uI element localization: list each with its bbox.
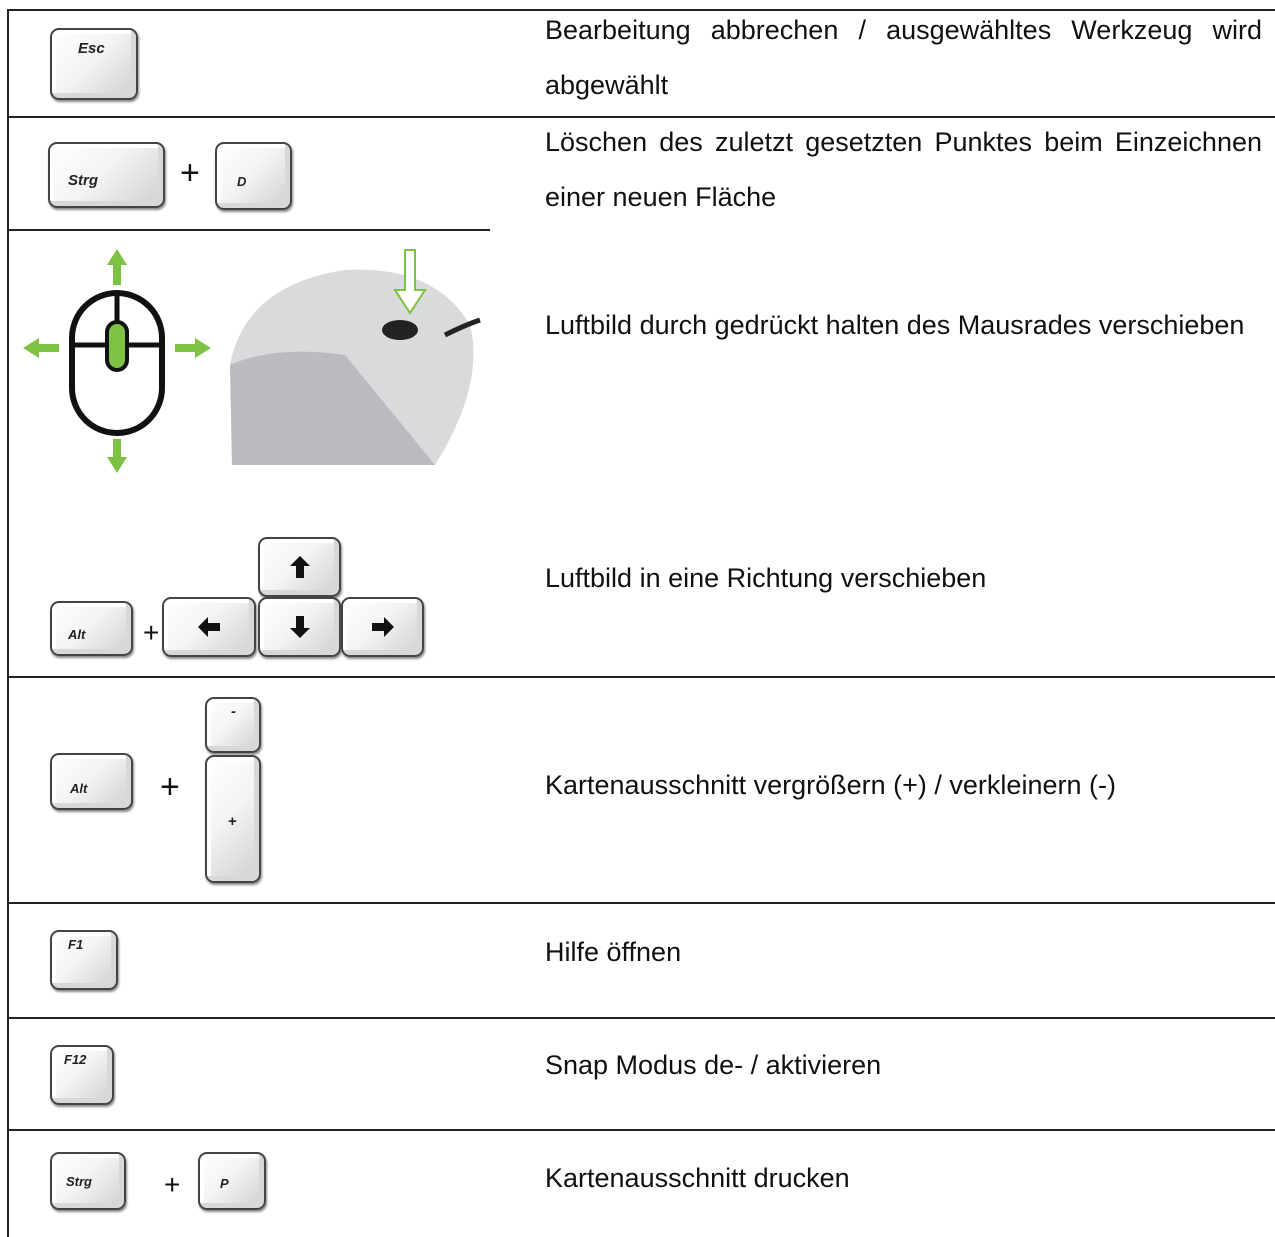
description: Luftbild durch gedrückt halten des Mausr… (545, 310, 1245, 340)
key-label: + (228, 813, 237, 830)
plus: + (143, 617, 160, 648)
description: Löschen des zuletzt gesetzten Punktes be… (545, 127, 1262, 212)
plus: + (180, 154, 200, 192)
arrow-key (341, 597, 424, 657)
key-label: Strg (68, 172, 98, 189)
key: Alt (50, 753, 133, 810)
description: Luftbild in eine Richtung verschieben (545, 563, 987, 593)
rule (8, 902, 1275, 904)
rule (8, 1129, 1275, 1131)
key: Strg (48, 142, 165, 208)
plus: + (164, 1169, 181, 1200)
arrow-key (162, 597, 256, 657)
mouse-illustration (23, 249, 481, 473)
key: F1 (50, 930, 118, 990)
description: Bearbeitung abbrechen / ausgewähltes Wer… (545, 15, 1262, 100)
description: Hilfe öffnen (545, 937, 682, 967)
key: F12 (50, 1045, 114, 1105)
key: Strg (50, 1152, 126, 1210)
key: Esc (50, 28, 138, 100)
key-label: F12 (64, 1052, 87, 1067)
key: + (205, 755, 261, 883)
key-label: Alt (70, 781, 88, 796)
key-label: - (231, 703, 236, 720)
key: Alt (50, 601, 133, 656)
description: Snap Modus de- / aktivieren (545, 1050, 882, 1080)
key-label: P (220, 1176, 229, 1191)
key-label: D (237, 174, 247, 189)
rule (8, 1017, 1275, 1019)
arrow-key (258, 597, 341, 657)
arrow-key (258, 537, 341, 597)
key: - (205, 697, 261, 753)
rule (8, 229, 490, 231)
key: P (198, 1152, 266, 1210)
key-label: F1 (68, 937, 84, 952)
plus: + (160, 768, 180, 806)
key-label: Esc (78, 40, 105, 57)
description: Kartenausschnitt drucken (545, 1163, 850, 1193)
key: D (215, 142, 292, 210)
rule (8, 116, 1275, 118)
rule (8, 9, 1275, 11)
rule (7, 9, 9, 1237)
rule (8, 676, 1275, 678)
key-label: Alt (68, 627, 86, 642)
description: Kartenausschnitt vergrößern (+) / verkle… (545, 770, 1116, 800)
key-label: Strg (66, 1174, 92, 1189)
